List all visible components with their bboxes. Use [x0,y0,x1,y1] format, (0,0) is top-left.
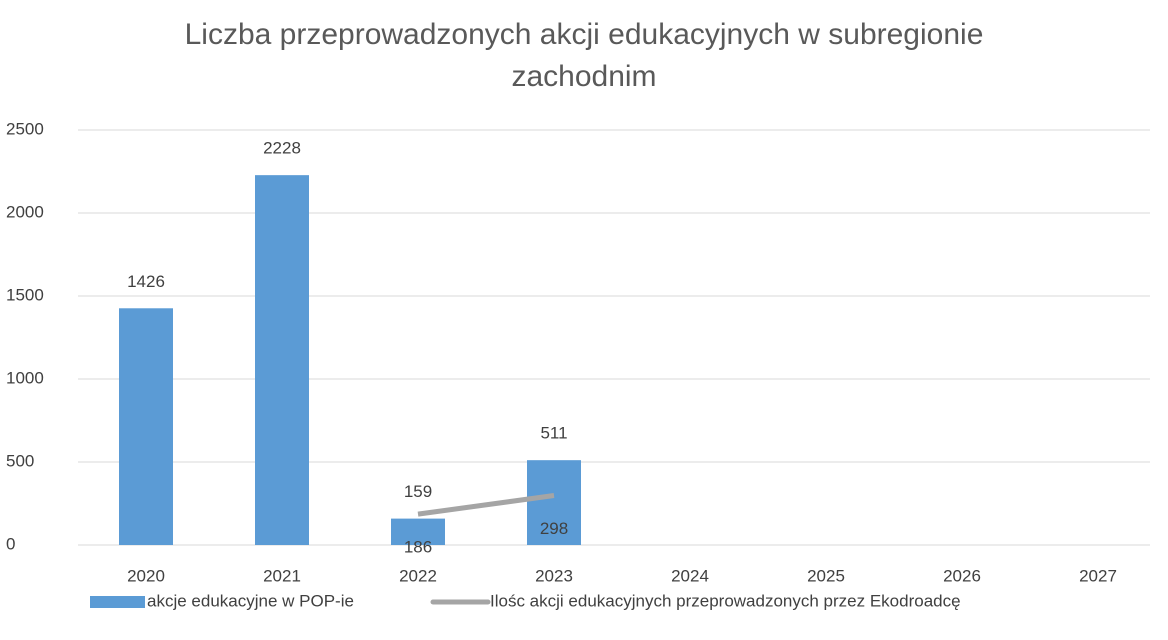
y-tick-label: 500 [6,451,34,470]
line [417,493,555,517]
x-tick-label: 2025 [807,566,845,585]
data-label: 298 [540,519,568,538]
legend-swatch [90,596,145,608]
y-tick-label: 2000 [6,202,44,221]
bar [119,308,173,545]
x-tick-label: 2022 [399,566,437,585]
y-tick-label: 1000 [6,368,44,387]
x-tick-label: 2021 [263,566,301,585]
y-tick-label: 2500 [6,119,44,138]
data-label: 2228 [263,139,301,158]
data-label: 511 [540,424,567,443]
x-tick-label: 2027 [1079,566,1117,585]
legend-label: Ilośc akcji edukacyjnych przeprowadzonyc… [490,591,961,610]
data-label: 1426 [127,272,165,291]
x-tick-label: 2026 [943,566,981,585]
x-tick-label: 2023 [535,566,573,585]
x-tick-label: 2024 [671,566,709,585]
bar [391,518,445,545]
bar [255,175,309,546]
legend-label: akcje edukacyjne w POP-ie [147,591,354,610]
chart-title: Liczba przeprowadzonych akcji edukacyjny… [184,18,984,93]
data-label: 186 [404,538,432,557]
y-tick-label: 0 [6,534,15,553]
y-tick-label: 1500 [6,285,44,304]
data-label: 159 [404,482,432,501]
x-tick-label: 2020 [127,566,165,585]
bar [527,460,581,545]
